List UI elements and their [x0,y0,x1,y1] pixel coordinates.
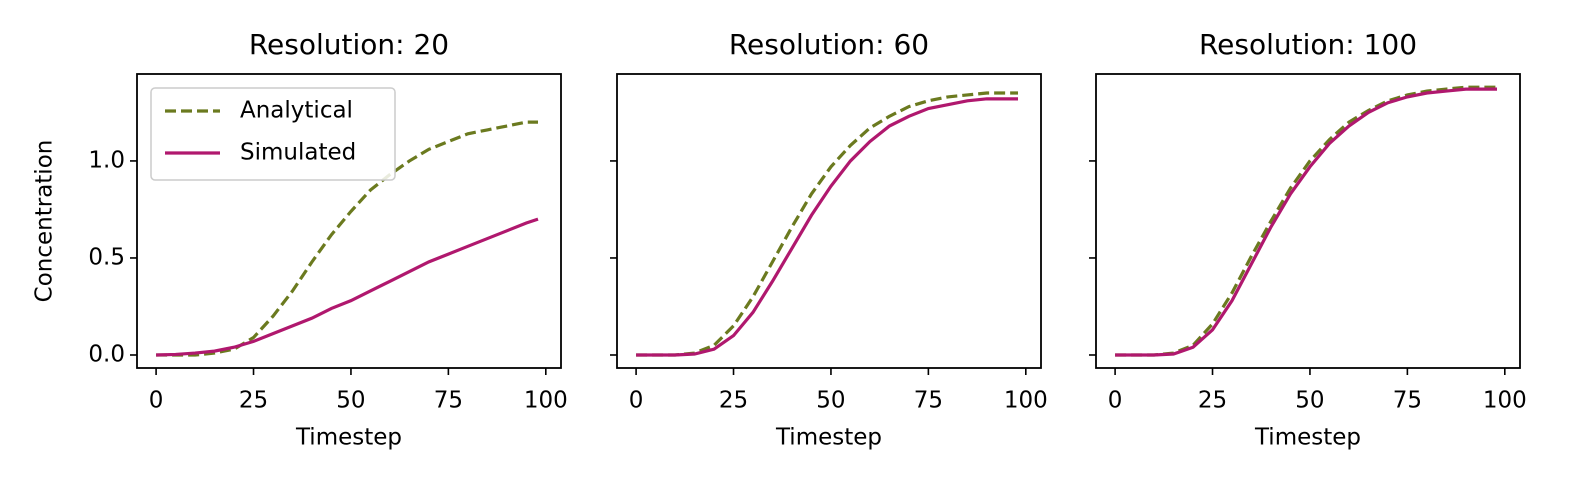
x-tick-label: 75 [914,388,943,414]
line-series [636,91,1019,357]
x-tick-label: 0 [1108,388,1123,414]
x-tick-label: 100 [1483,388,1527,414]
legend-label: Simulated [240,140,356,166]
x-tick-label: 50 [336,388,365,414]
x-tick-label: 100 [524,388,568,414]
legend-label: Analytical [240,98,353,124]
y-tick-label: 0.5 [88,244,125,270]
line-series [1115,85,1498,357]
x-tick-label: 100 [1004,388,1048,414]
x-tick-label: 75 [1393,388,1422,414]
x-tick-label: 0 [629,388,644,414]
x-tick-label: 25 [1198,388,1227,414]
axes-frame [1095,73,1521,369]
line-series [636,97,1019,357]
x-axis-label: Timestep [295,425,402,451]
legend-box [150,87,396,181]
chart-title: Resolution: 20 [249,28,449,61]
y-axis-label: Concentration [32,140,58,303]
line-series [156,120,539,357]
y-tick-label: 1.0 [88,147,125,173]
line-series [1115,87,1498,357]
x-tick-label: 0 [149,388,164,414]
y-tick-label: 0.0 [88,341,125,367]
x-axis-label: Timestep [1254,425,1361,451]
chart-title: Resolution: 60 [729,28,929,61]
chart-title: Resolution: 100 [1199,28,1417,61]
line-series [156,217,539,357]
x-tick-label: 50 [816,388,845,414]
x-tick-label: 75 [434,388,463,414]
x-tick-label: 25 [719,388,748,414]
axes-frame [136,73,562,369]
x-tick-label: 50 [1295,388,1324,414]
x-axis-label: Timestep [775,425,882,451]
x-tick-label: 25 [239,388,268,414]
axes-frame [616,73,1042,369]
